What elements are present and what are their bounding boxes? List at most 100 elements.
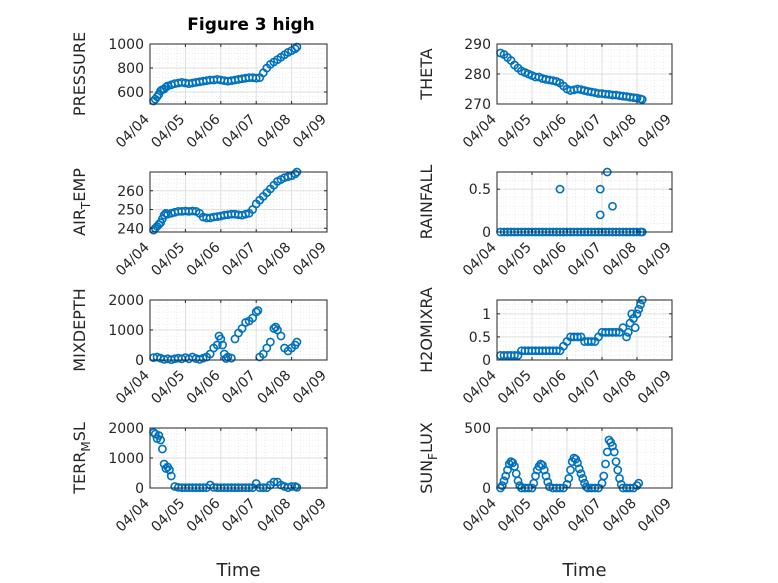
data-point [576, 469, 586, 478]
y-tick-label: 500 [464, 421, 491, 437]
y-axis-label: MIXDEPTH [70, 288, 89, 371]
x-tick-label: 04/09 [635, 368, 675, 408]
data-point [510, 350, 519, 360]
x-tick-label: 04/09 [290, 112, 330, 152]
axes-box [149, 43, 328, 105]
x-tick-label: 04/08 [600, 112, 640, 152]
x-tick-label: 04/05 [495, 368, 535, 408]
data-point [276, 331, 286, 341]
data-point [632, 309, 642, 319]
x-tick-label: 04/09 [290, 240, 330, 280]
x-tick-label: 04/07 [565, 112, 605, 152]
x-tick-label: 04/04 [460, 367, 500, 407]
data-point [154, 431, 164, 440]
data-point [269, 477, 279, 487]
x-tick-label: 04/05 [148, 240, 188, 280]
data-point [637, 95, 647, 104]
x-tick-label: 04/06 [530, 495, 570, 535]
data-point [543, 477, 553, 487]
data-point [634, 304, 644, 314]
x-tick-label: 04/05 [148, 112, 188, 152]
data-point [156, 435, 166, 445]
data-point [251, 73, 261, 83]
data-point [613, 465, 623, 475]
axes-box [149, 171, 328, 233]
y-axis-label: THETA [417, 48, 436, 100]
x-tick-label: 04/07 [565, 496, 605, 536]
x-tick-label: 04/04 [460, 495, 500, 535]
x-tick-label: 04/08 [255, 496, 295, 536]
x-tick-label: 04/04 [113, 367, 153, 407]
data-point [290, 44, 300, 54]
x-tick-label: 04/05 [495, 496, 535, 536]
data-point [587, 337, 596, 346]
x-tick-label: 04/07 [219, 240, 259, 280]
axes-box [496, 427, 673, 489]
data-point [578, 473, 588, 483]
y-tick-label: 2000 [108, 293, 144, 309]
y-tick-label: 1000 [108, 451, 144, 467]
data-point [574, 464, 584, 474]
x-tick-label: 04/04 [113, 239, 153, 279]
x-tick-label: 04/05 [148, 496, 188, 536]
x-tick-label: 04/09 [290, 368, 330, 408]
data-point [601, 459, 610, 469]
y-tick-label: 0 [482, 353, 491, 369]
x-tick-label: 04/06 [184, 495, 224, 535]
data-point [497, 481, 507, 490]
data-point [499, 476, 509, 486]
y-tick-label: 2000 [108, 421, 144, 437]
x-tick-label: 04/08 [600, 240, 640, 280]
x-tick-label: 04/05 [148, 368, 188, 408]
data-point [538, 460, 547, 470]
data-point [292, 337, 302, 347]
data-point [630, 323, 640, 333]
subplot-grid: 04/0404/0504/0604/0704/0804/096008001000… [70, 32, 675, 581]
y-axis-label: SUNFLUX [417, 422, 440, 494]
data-point [636, 300, 645, 310]
x-tick-label: 04/07 [219, 368, 259, 408]
y-tick-label: 0 [135, 353, 144, 369]
data-point [292, 482, 302, 492]
y-tick-label: 260 [117, 184, 144, 200]
x-tick-label: 04/06 [530, 367, 570, 407]
x-tick-label: 04/09 [635, 496, 675, 536]
x-tick-label: 04/07 [565, 240, 605, 280]
data-point [611, 457, 621, 466]
y-tick-label: 290 [464, 37, 491, 53]
data-point [573, 332, 582, 342]
data-point [227, 353, 236, 363]
y-tick-label: 0.5 [469, 182, 491, 198]
x-tick-label: 04/08 [255, 368, 295, 408]
y-tick-label: 1000 [108, 37, 144, 53]
data-point [166, 471, 176, 481]
data-point [595, 210, 605, 220]
x-tick-label: 04/09 [635, 112, 675, 152]
x-tick-label: 04/06 [530, 239, 570, 279]
data-point [611, 327, 621, 337]
x-tick-label: 04/08 [600, 368, 640, 408]
data-point [221, 354, 231, 363]
y-tick-label: 240 [117, 221, 144, 237]
data-point [265, 337, 275, 347]
y-tick-label: 800 [117, 61, 144, 77]
data-point [283, 172, 293, 182]
data-point [253, 306, 263, 315]
y-tick-label: 0 [135, 481, 144, 497]
x-tick-label: 04/04 [113, 111, 153, 151]
y-axis-label: PRESSURE [70, 32, 89, 116]
y-tick-label: 280 [464, 67, 491, 83]
data-point [618, 323, 628, 333]
y-axis-label: RAINFALL [417, 165, 436, 240]
x-tick-label: 04/07 [219, 112, 259, 152]
data-point [608, 201, 617, 211]
data-point [599, 471, 609, 481]
x-tick-label: 04/07 [565, 368, 605, 408]
x-tick-label: 04/08 [255, 112, 295, 152]
data-point [157, 444, 167, 454]
